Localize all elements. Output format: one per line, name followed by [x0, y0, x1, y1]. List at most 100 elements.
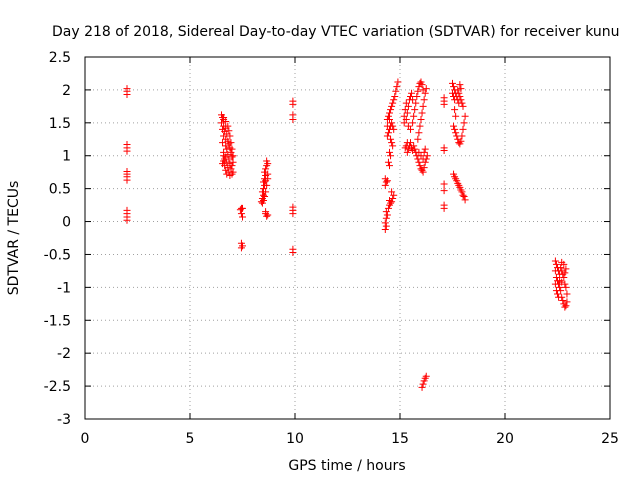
- data-point: [461, 196, 469, 204]
- data-point: [289, 100, 297, 108]
- data-point: [412, 99, 420, 107]
- data-point: [236, 206, 244, 214]
- data-point: [458, 132, 466, 140]
- data-point: [388, 139, 396, 147]
- data-point: [219, 160, 227, 168]
- data-point: [562, 283, 570, 291]
- data-point: [388, 102, 396, 110]
- data-point: [226, 171, 234, 179]
- data-point: [414, 87, 422, 95]
- data-point: [410, 112, 418, 120]
- data-point: [419, 155, 427, 163]
- data-point: [389, 99, 397, 107]
- data-point: [123, 176, 131, 184]
- y-tick-label: 1: [62, 149, 71, 165]
- data-point: [450, 83, 458, 91]
- data-point: [554, 290, 561, 298]
- data-point: [454, 96, 462, 104]
- data-point: [239, 213, 246, 221]
- data-point: [422, 372, 430, 380]
- data-point: [221, 155, 229, 163]
- data-point: [261, 193, 269, 201]
- data-point: [229, 152, 237, 160]
- data-point: [560, 260, 568, 268]
- data-point: [557, 264, 565, 272]
- data-point: [459, 125, 467, 133]
- data-point: [393, 83, 401, 91]
- data-point: [386, 148, 393, 156]
- data-point: [449, 79, 456, 87]
- x-axis-label: GPS time / hours: [288, 458, 405, 474]
- data-point: [552, 273, 560, 281]
- data-point: [227, 139, 235, 147]
- x-tick-label: 10: [286, 431, 304, 447]
- data-point: [229, 168, 237, 176]
- data-point: [415, 129, 423, 137]
- data-point: [419, 168, 427, 176]
- data-point: [418, 109, 426, 117]
- data-point: [460, 193, 468, 201]
- data-point: [404, 102, 412, 110]
- data-point: [414, 135, 422, 143]
- data-point: [558, 293, 566, 301]
- data-point: [562, 265, 570, 273]
- data-point: [219, 139, 227, 147]
- data-point: [452, 129, 460, 137]
- data-point: [420, 96, 428, 104]
- data-point: [421, 89, 429, 97]
- data-point: [422, 85, 430, 93]
- x-axis-tick-labels: 0 5 10 15 20 25: [81, 431, 619, 447]
- data-point: [440, 100, 448, 108]
- data-point: [289, 248, 297, 256]
- data-point: [386, 116, 393, 124]
- y-tick-label: 0.5: [49, 182, 71, 198]
- y-tick-label: 1.5: [49, 116, 71, 132]
- y-axis-tick-labels: -3 -2.5 -2 -1.5 -1 -0.5 0 0.5 1 1.5 2 2.5: [44, 50, 71, 428]
- data-point: [382, 178, 390, 186]
- data-point: [561, 280, 569, 288]
- data-point: [440, 204, 448, 212]
- data-point: [410, 142, 418, 150]
- data-point: [403, 109, 411, 117]
- data-point: [224, 122, 232, 130]
- data-point: [552, 260, 560, 268]
- data-point: [123, 216, 131, 224]
- y-axis-label: SDTVAR / TECUs: [6, 181, 22, 296]
- data-point: [229, 158, 237, 166]
- data-point: [220, 152, 228, 160]
- data-point: [263, 212, 271, 220]
- data-point: [559, 297, 567, 305]
- data-point: [418, 383, 426, 391]
- data-point: [383, 211, 391, 219]
- data-point: [223, 170, 231, 178]
- data-point: [450, 122, 458, 130]
- data-point: [386, 109, 393, 117]
- data-point: [237, 244, 245, 252]
- data-point: [456, 81, 464, 89]
- data-point: [289, 210, 297, 218]
- data-point: [289, 116, 297, 124]
- y-tick-label: -0.5: [44, 247, 71, 263]
- data-point: [449, 89, 456, 97]
- data-point: [404, 145, 412, 153]
- data-point: [440, 146, 448, 154]
- data-point: [402, 116, 410, 124]
- plot-frame: [84, 56, 611, 420]
- data-point: [409, 119, 417, 127]
- data-point: [455, 89, 463, 97]
- data-point: [262, 188, 270, 196]
- data-point: [557, 287, 565, 295]
- data-point: [451, 125, 459, 133]
- y-tick-label: -2: [57, 346, 71, 362]
- x-tick-label: 0: [81, 431, 90, 447]
- data-point: [457, 85, 465, 93]
- data-point: [419, 380, 427, 388]
- data-point: [387, 152, 395, 160]
- data-point: [401, 144, 409, 152]
- data-point: [561, 303, 569, 311]
- data-point: [419, 102, 427, 110]
- data-point: [551, 267, 559, 275]
- data-point: [263, 157, 271, 165]
